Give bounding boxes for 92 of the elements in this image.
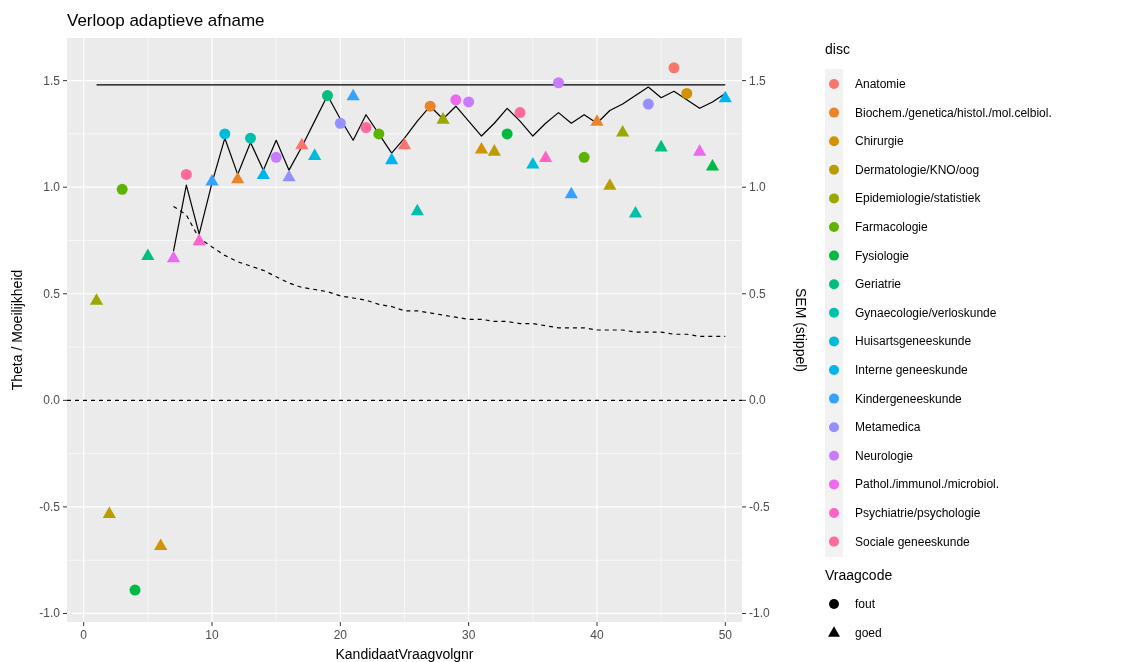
point (474, 141, 489, 154)
point (154, 538, 168, 550)
point (141, 248, 155, 261)
legend-label: Psychiatrie/psychologie (855, 506, 981, 520)
point (385, 152, 399, 165)
y2-tick-label: 1.5 (749, 73, 767, 88)
point (180, 168, 192, 180)
y-tick-label: 1.5 (43, 73, 61, 88)
legend-label: Gynaecologie/verloskunde (855, 305, 997, 320)
point (552, 77, 564, 89)
point (463, 96, 475, 108)
point (270, 151, 282, 163)
point (89, 293, 104, 305)
x-tick-label: 40 (590, 628, 604, 642)
point (628, 205, 643, 218)
point (322, 90, 333, 102)
legend-label: Biochem./genetica/histol./mol.celbiol. (855, 105, 1052, 120)
point (308, 148, 322, 160)
point (450, 94, 462, 106)
x-tick-label: 50 (718, 628, 733, 642)
point (397, 137, 412, 150)
legend-label: Chirurgie (855, 134, 905, 149)
y2-axis-title: SEM (stippel) (793, 287, 809, 373)
point (642, 98, 654, 110)
point (373, 128, 385, 140)
point (501, 128, 513, 140)
point (116, 183, 128, 195)
x-tick-label: 10 (205, 628, 219, 642)
y-tick-label: -0.5 (39, 499, 61, 514)
x-axis-title: KandidaatVraagvolgnr (335, 646, 474, 662)
y-tick-label: 0.5 (43, 286, 61, 301)
point (603, 178, 617, 190)
point (487, 144, 501, 156)
point (436, 112, 450, 124)
point (718, 90, 732, 103)
point (219, 128, 231, 140)
point (514, 107, 526, 119)
y-tick-label: 0.0 (43, 393, 61, 408)
y2-tick-label: -0.5 (749, 499, 770, 514)
x-tick-label: 20 (333, 628, 348, 642)
point (681, 87, 693, 99)
legend-label: Huisartsgeneeskunde (855, 334, 972, 349)
x-tick-label: 0 (80, 628, 88, 642)
point (295, 137, 309, 150)
y2-tick-label: -1.0 (749, 606, 770, 621)
legend-label: Pathol./immunol./microbiol. (855, 477, 1000, 492)
chart-title: Verloop adaptieve afname (67, 11, 265, 30)
legend-title: disc (825, 41, 850, 57)
legend-label: Dermatologie/KNO/oog (855, 162, 980, 177)
legend-label: Interne geneeskunde (855, 363, 969, 377)
point (129, 584, 141, 596)
point (231, 171, 245, 184)
point (616, 124, 630, 137)
legend-label: Farmacologie (855, 220, 929, 234)
point (245, 132, 257, 144)
point (410, 203, 424, 216)
point (526, 156, 540, 169)
y2-tick-label: 1.0 (749, 180, 767, 195)
y2-tick-label: 0.5 (749, 286, 767, 301)
y-tick-label: -1.0 (39, 606, 61, 621)
x-tick-label: 30 (461, 628, 476, 642)
legend-label: Kindergeneeskunde (855, 391, 963, 406)
y2-tick-label: 0.0 (749, 393, 767, 408)
point (668, 62, 680, 74)
point (590, 114, 604, 126)
point (256, 167, 270, 180)
point (166, 250, 181, 263)
point (424, 100, 436, 112)
point (654, 139, 668, 152)
point (346, 88, 360, 101)
legend-label: Anatomie (855, 77, 907, 91)
point (334, 117, 346, 129)
legend-label: Fysiologie (855, 248, 910, 263)
legend-label: Epidemiologie/statistiek (855, 191, 982, 206)
point (360, 122, 372, 134)
point (192, 233, 206, 246)
point (578, 151, 590, 163)
point (564, 186, 578, 199)
point (693, 144, 707, 156)
legend-label: goed (855, 625, 882, 640)
legend-label: Geriatrie (855, 277, 902, 292)
text: Vraagcode (825, 567, 893, 583)
point (539, 150, 553, 163)
legend-label: Sociale geneeskunde (855, 534, 971, 549)
legend-label: Neurologie (855, 448, 914, 463)
legend-label: Metamedica (855, 420, 921, 435)
y-axis-title: Theta / Moeilijkheid (9, 269, 25, 391)
point (282, 169, 296, 182)
point (705, 159, 720, 171)
y-tick-label: 1.0 (43, 180, 61, 195)
legend-label: fout (855, 597, 876, 611)
point (102, 506, 116, 518)
